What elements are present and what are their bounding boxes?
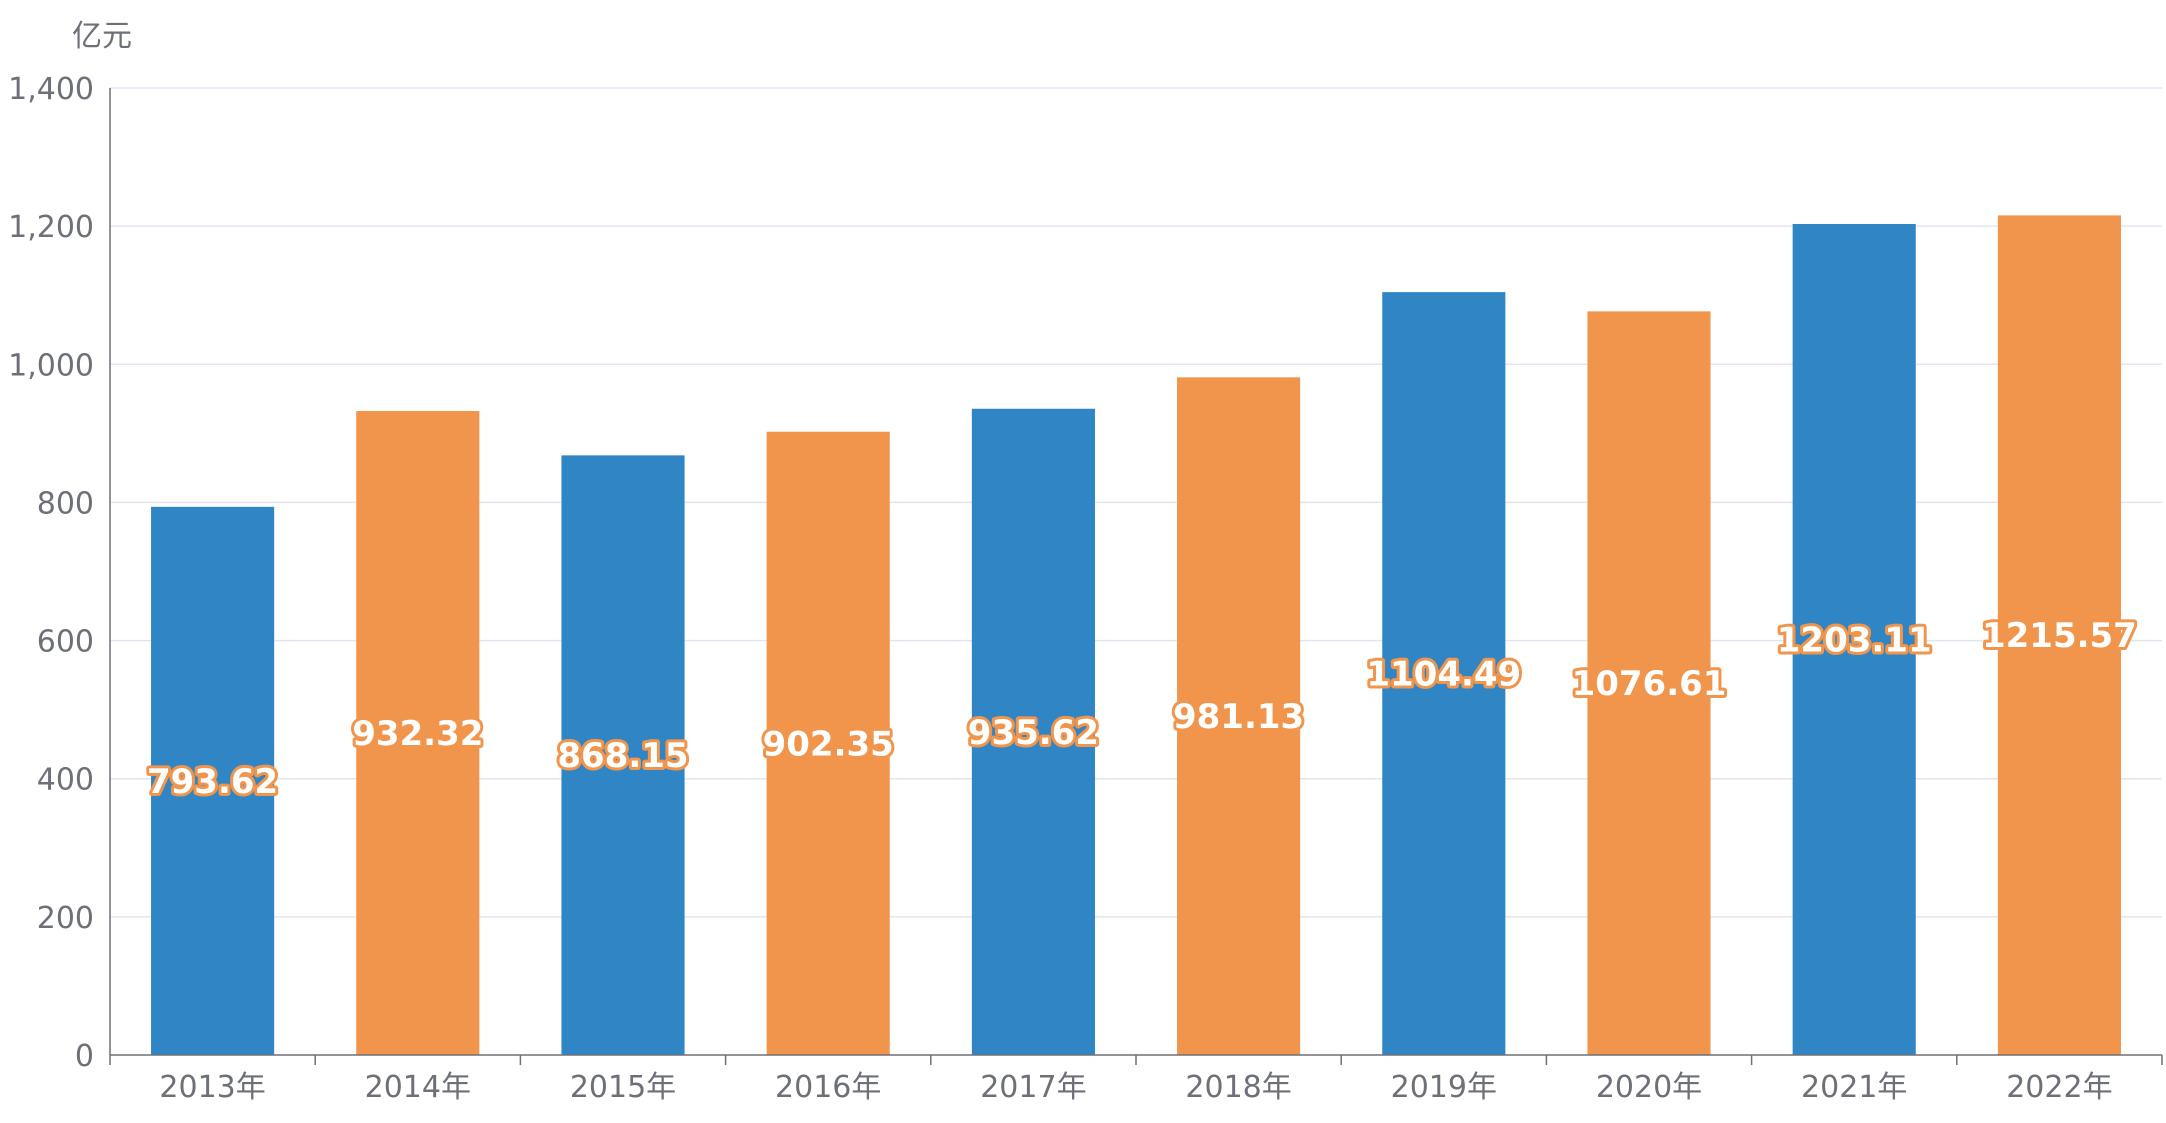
x-tick-label: 2016年 (775, 1070, 881, 1105)
x-tick-label: 2020年 (1596, 1070, 1702, 1105)
bar-value-label: 935.62 (968, 713, 1099, 753)
bar-value-label: 1076.61 (1572, 664, 1727, 704)
y-tick-label: 600 (37, 625, 94, 660)
bar (971, 408, 1095, 1055)
y-tick-label: 800 (37, 486, 94, 521)
value-labels: 793.62 932.32 868.15 902.35 935.62 981.13 1104… (144, 613, 2140, 805)
x-tick-label: 2013年 (159, 1070, 265, 1105)
x-tick-label: 2021年 (1801, 1070, 1907, 1105)
bar-value-label: 981.13 (1173, 697, 1304, 737)
x-tick-label: 2015年 (570, 1070, 676, 1105)
y-tick-label: 200 (37, 901, 94, 936)
bar-value-label: 1203.11 (1777, 620, 1932, 660)
bar (1792, 223, 1916, 1055)
bar-value-label: 1215.57 (1982, 616, 2137, 656)
bar-value-label: 793.62 (147, 762, 278, 802)
x-tick-label: 2022年 (2006, 1070, 2112, 1105)
bar-value-label: 902.35 (763, 724, 894, 764)
bar (1177, 377, 1301, 1056)
y-tick-label: 400 (37, 763, 94, 798)
bar-value-label: 868.15 (557, 736, 688, 776)
bar-value-label: 932.32 (352, 714, 483, 754)
bar (1997, 215, 2121, 1056)
bars (151, 215, 2121, 1056)
bar (561, 455, 685, 1055)
bar (151, 506, 275, 1055)
y-tick-label: 0 (75, 1039, 94, 1074)
axes: 0 200 400 600 800 1,000 1,200 1,400 2013年 2014年 20… (8, 72, 2163, 1105)
bar (1587, 311, 1711, 1055)
x-tick-label: 2018年 (1185, 1070, 1291, 1105)
x-tick-label: 2017年 (980, 1070, 1086, 1105)
x-tick-label: 2019年 (1391, 1070, 1497, 1105)
bar (1382, 292, 1506, 1055)
bar (766, 431, 890, 1055)
y-tick-label: 1,400 (8, 72, 94, 107)
y-tick-label: 1,200 (8, 210, 94, 245)
bar (356, 411, 480, 1055)
y-axis-unit-label: 亿元 (72, 19, 132, 54)
x-tick-label: 2014年 (365, 1070, 471, 1105)
y-tick-label: 1,000 (8, 348, 94, 383)
bar-value-label: 1104.49 (1366, 655, 1521, 695)
